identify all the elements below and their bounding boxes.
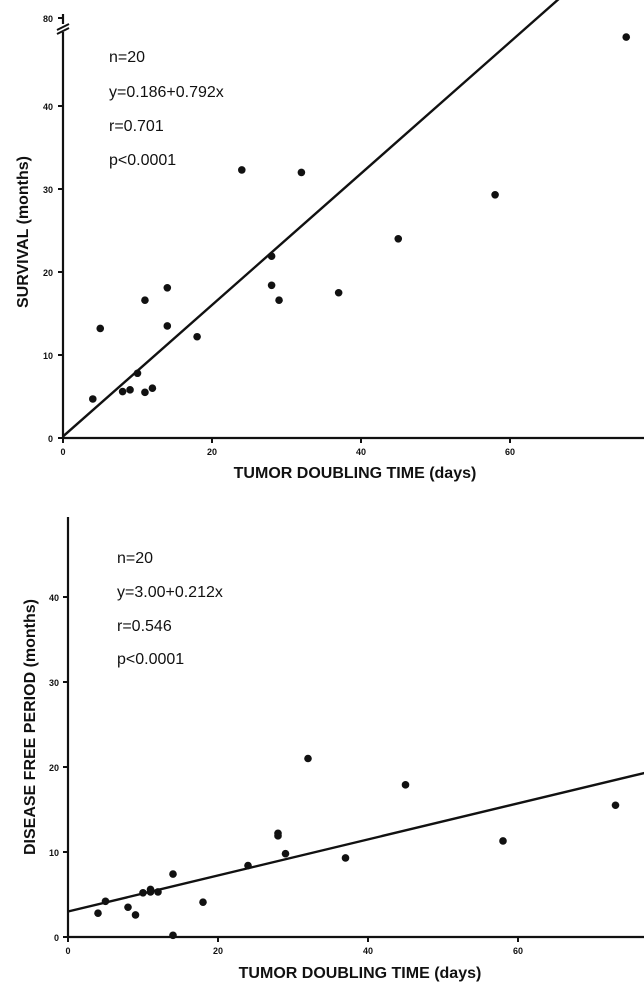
dfp-regression-line — [67, 771, 644, 913]
survival-y-tick-label: 10 — [43, 351, 53, 361]
survival-data-point — [267, 281, 276, 290]
dfp-y-axis-label: DISEASE FREE PERIOD (months) — [22, 599, 39, 855]
dfp-stat-equation: y=3.00+0.212x — [117, 584, 223, 601]
survival-data-point — [141, 388, 149, 397]
survival-data-point — [394, 235, 403, 243]
survival-data-point — [163, 283, 172, 292]
survival-data-point — [238, 166, 246, 174]
dfp-data-point — [281, 849, 290, 858]
survival-x-axis-label: TUMOR DOUBLING TIME (days) — [234, 465, 477, 482]
survival-data-point — [622, 33, 631, 41]
survival-stat-r: r=0.701 — [109, 118, 164, 135]
survival-data-point — [96, 324, 105, 333]
survival-data-point — [89, 395, 97, 403]
dfp-data-point — [304, 754, 312, 763]
survival-x-tick-label: 40 — [356, 447, 366, 457]
dfp-y-tick-label: 40 — [49, 593, 59, 603]
dfp-x-tick-label: 0 — [65, 946, 70, 956]
dfp-y-tick-label: 20 — [49, 763, 59, 773]
dfp-data-point — [611, 801, 620, 810]
dfp-data-point — [274, 832, 282, 840]
survival-data-point — [141, 296, 149, 305]
survival-x-tick-label: 60 — [505, 447, 515, 457]
dfp-data-point — [154, 888, 162, 896]
dfp-data-point — [101, 897, 110, 906]
dfp-x-tick-label: 20 — [213, 946, 223, 956]
survival-data-point — [163, 322, 172, 330]
dfp-data-point — [169, 870, 177, 878]
dfp-y-tick-label: 10 — [49, 848, 59, 858]
survival-y-tick-label: 0 — [48, 434, 53, 444]
dfp-x-axis-label: TUMOR DOUBLING TIME (days) — [239, 965, 482, 982]
survival-data-point — [275, 296, 283, 305]
dfp-data-point — [199, 898, 207, 906]
survival-data-point — [297, 168, 306, 177]
survival-data-point — [491, 191, 499, 199]
survival-data-point — [118, 387, 127, 396]
survival-data-point — [267, 252, 276, 261]
dfp-y-tick-label: 0 — [54, 933, 59, 943]
survival-x-tick-label: 20 — [207, 447, 217, 457]
survival-data-point — [126, 386, 134, 394]
dfp-stat-r: r=0.546 — [117, 618, 172, 635]
survival-data-point — [148, 384, 157, 393]
axis-break-icon — [56, 23, 70, 35]
dfp-x-tick-label: 40 — [363, 946, 373, 956]
survival-y-tick-label: 20 — [43, 268, 53, 278]
survival-y-axis-label: SURVIVAL (months) — [15, 156, 32, 308]
dfp-data-point — [169, 931, 177, 940]
dfp-y-tick-label: 30 — [49, 678, 59, 688]
dfp-data-point — [499, 837, 507, 845]
dfp-data-point — [341, 854, 350, 862]
dfp-data-point — [244, 861, 252, 870]
dfp-data-point — [146, 888, 155, 896]
disease-free-chart: 0 10 20 30 40 0 20 40 60 TUMOR DOUBLING … — [22, 517, 644, 982]
survival-chart: 0 10 20 30 40 80 0 20 40 60 TUMOR DOUBLI… — [15, 0, 644, 482]
survival-stat-equation: y=0.186+0.792x — [109, 84, 224, 101]
dfp-data-point — [94, 909, 102, 917]
survival-stat-n: n=20 — [109, 49, 145, 66]
survival-y-tick-label: 30 — [43, 185, 53, 195]
dfp-stat-p: p<0.0001 — [117, 651, 184, 668]
dfp-data-point — [401, 781, 410, 789]
dfp-x-tick-label: 60 — [513, 946, 523, 956]
survival-data-point — [133, 369, 142, 378]
dfp-data-point — [139, 889, 147, 897]
dfp-stat-n: n=20 — [117, 550, 153, 567]
dfp-data-point — [124, 903, 132, 912]
survival-points — [89, 33, 631, 403]
dfp-data-point — [131, 911, 140, 919]
survival-stat-p: p<0.0001 — [109, 152, 176, 169]
survival-regression-line — [62, 0, 560, 438]
survival-data-point — [334, 288, 343, 297]
dfp-points — [94, 754, 620, 940]
survival-y-tick-label: 40 — [43, 102, 53, 112]
survival-data-point — [193, 332, 201, 341]
survival-y-tick-label: 80 — [43, 14, 53, 24]
survival-x-tick-label: 0 — [60, 447, 65, 457]
